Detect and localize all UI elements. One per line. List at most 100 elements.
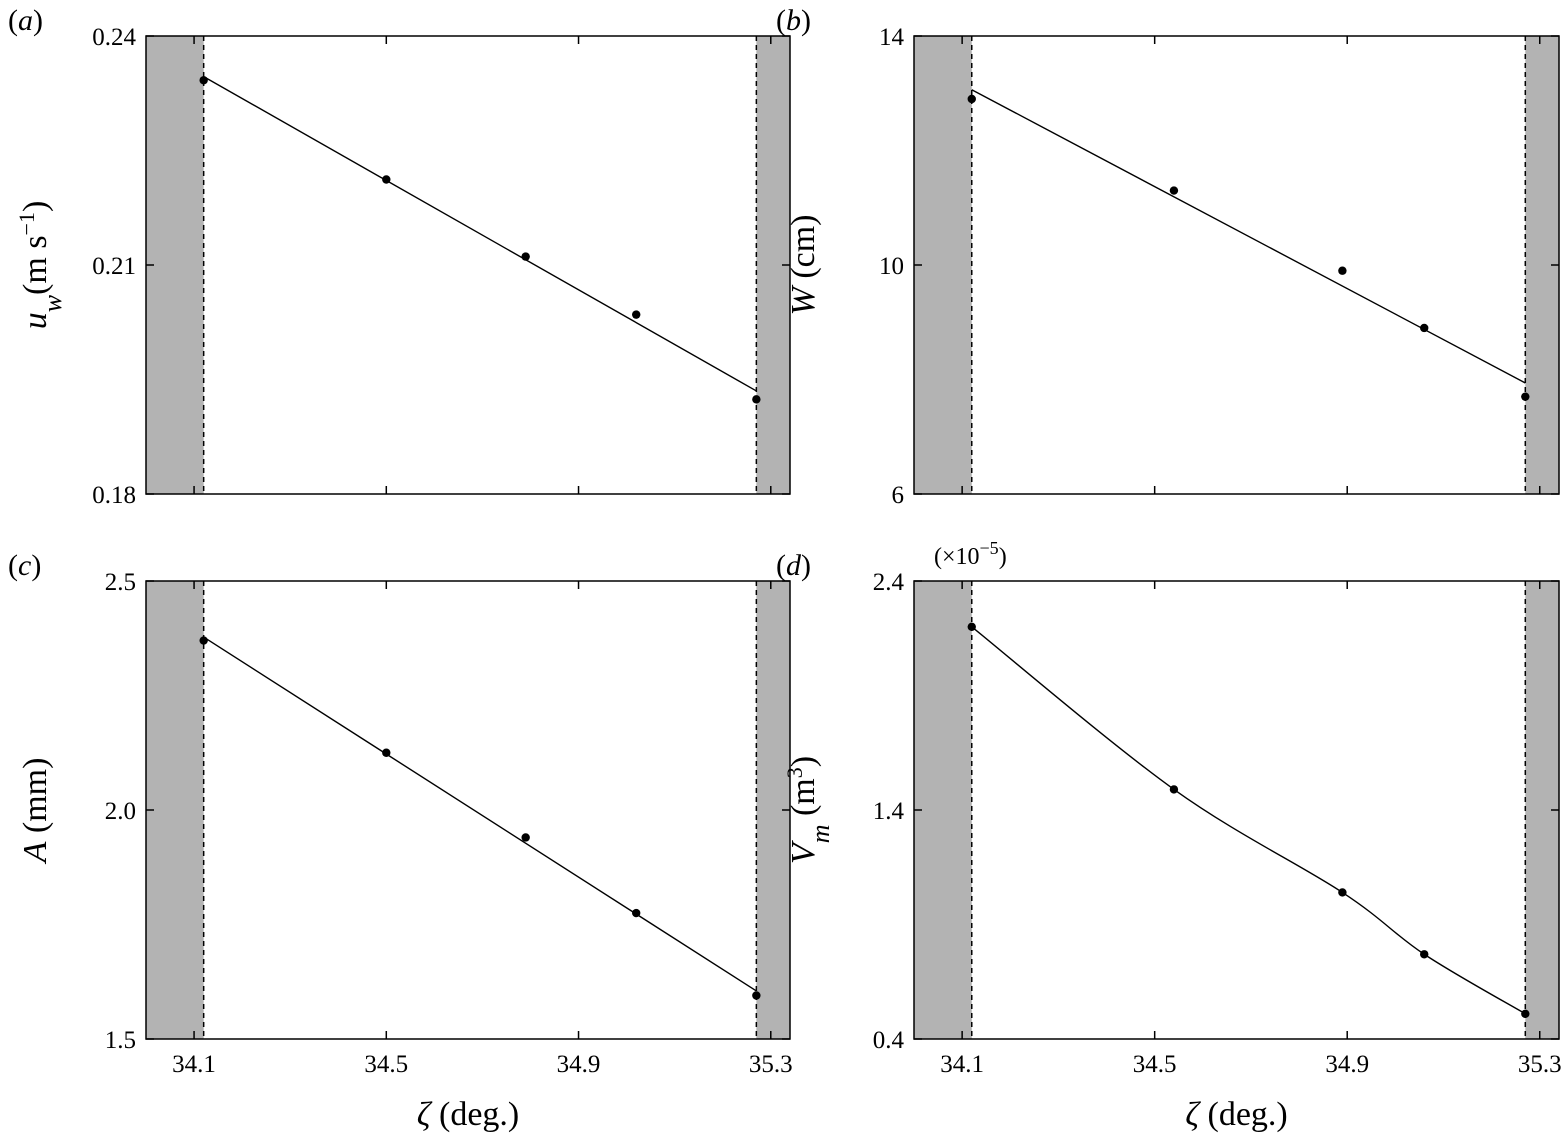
data-point (1338, 888, 1347, 897)
data-point (752, 395, 761, 404)
shaded-region (914, 581, 972, 1039)
y-tick-label: 10 (879, 253, 904, 280)
shaded-region (146, 581, 204, 1039)
multiplier-exponent: −5 (980, 538, 999, 558)
y-axis-subscript: w (38, 294, 67, 312)
y-axis-title: A (mm) (17, 758, 54, 865)
data-point (1338, 266, 1347, 275)
y-axis-symbol: A (17, 841, 54, 864)
y-tick-label: 2.4 (873, 569, 905, 596)
panel-a: 0.180.210.24(a)uw(m s−1) (8, 4, 791, 509)
y-axis-multiplier: (×10−5) (934, 538, 1007, 570)
series-line (203, 75, 757, 392)
y-axis-subscript: m (806, 825, 835, 844)
panel-label: (b) (776, 4, 811, 37)
y-axis-symbol: W (785, 285, 822, 316)
y-axis-title: Vm (m3) (782, 756, 835, 864)
x-axis-symbol: ζ (1185, 1096, 1201, 1133)
x-axis-symbol: ζ (417, 1096, 433, 1133)
panel-label-close: ) (31, 549, 41, 582)
data-point (1521, 392, 1530, 401)
data-point (967, 94, 976, 104)
data-point (752, 991, 761, 1000)
panel-label-open: ( (776, 4, 786, 37)
y-axis-unit-close: ) (17, 201, 54, 212)
y-axis-unit: (m s (17, 235, 54, 295)
multiplier-prefix: (×10 (934, 544, 980, 570)
shaded-region (146, 36, 204, 494)
y-axis-unit-exponent: 3 (782, 767, 807, 778)
data-point (1420, 950, 1429, 959)
y-axis-unit-exponent: −1 (14, 212, 39, 235)
data-point (521, 833, 530, 842)
x-tick-label: 35.3 (749, 1051, 793, 1078)
x-axis-title: ζ (deg.) (1185, 1096, 1288, 1133)
y-tick-label: 6 (892, 482, 905, 509)
x-tick-label: 35.3 (1518, 1051, 1562, 1078)
data-point (1521, 1009, 1530, 1019)
panel-label-close: ) (801, 4, 811, 37)
panel-label-open: ( (8, 4, 18, 37)
y-tick-label: 0.21 (92, 253, 136, 280)
multiplier-close: ) (999, 544, 1007, 570)
y-axis-symbol: u (17, 312, 54, 329)
series-line (971, 626, 1526, 1015)
y-tick-label: 0.18 (92, 482, 136, 509)
y-axis-unit: (cm) (785, 214, 822, 287)
x-axis-unit: (deg.) (1199, 1096, 1288, 1133)
y-tick-label: 1.4 (873, 798, 905, 825)
panel-label-close: ) (33, 4, 43, 37)
axes-frame (913, 580, 1560, 1040)
shaded-region (914, 36, 972, 494)
x-axis-title: ζ (deg.) (417, 1096, 520, 1133)
panel-label-close: ) (801, 549, 811, 582)
panel-label-open: ( (776, 549, 786, 582)
panel-b: 6 10 14 (b) W (cm) (776, 4, 1560, 509)
x-axis-unit: (deg.) (431, 1096, 520, 1133)
axes-frame (145, 35, 791, 495)
data-point (1420, 323, 1429, 333)
y-tick-label: 1.5 (105, 1027, 136, 1054)
panel-label-letter: c (18, 549, 31, 582)
axes-frame (145, 580, 791, 1040)
series-line (203, 636, 757, 992)
data-point (382, 175, 391, 184)
data-point (199, 636, 208, 645)
x-tick-label: 34.5 (1133, 1051, 1177, 1078)
y-tick-label: 2.0 (105, 798, 136, 825)
x-tick-label: 34.1 (940, 1051, 984, 1078)
y-axis-unit: (mm) (17, 758, 54, 842)
y-axis-unit: (m (785, 778, 822, 824)
data-point (521, 252, 530, 261)
y-axis-title: W (cm) (785, 214, 822, 315)
data-point (1169, 785, 1179, 794)
y-tick-label: 14 (879, 24, 905, 51)
x-tick-label: 34.9 (557, 1051, 601, 1078)
y-tick-label: 0.24 (92, 24, 136, 51)
data-point (199, 76, 208, 85)
x-tick-label: 34.5 (364, 1051, 408, 1078)
panel-c: 34.1 34.5 34.9 35.31.52.02.5(c)A (mm)ζ (deg… (8, 549, 793, 1133)
panel-label-letter: b (786, 4, 801, 37)
series-line (971, 89, 1526, 384)
panel-d: 34.1 34.5 34.9 35.30.41.42.4(d)Vm (m3)ζ (de… (776, 538, 1562, 1133)
panel-label: (c) (8, 549, 41, 582)
x-tick-label: 34.1 (172, 1051, 216, 1078)
panel-label-letter: d (786, 549, 802, 582)
data-point (632, 310, 641, 319)
x-tick-label: 34.9 (1325, 1051, 1369, 1078)
y-axis-title: uw(m s−1) (14, 201, 67, 330)
panel-label-open: ( (8, 549, 18, 582)
panel-label: (d) (776, 549, 811, 582)
data-point (382, 748, 391, 757)
data-point (1169, 186, 1179, 195)
panel-label-letter: a (18, 4, 33, 37)
y-axis-unit-close: ) (785, 756, 822, 767)
panel-label: (a) (8, 4, 43, 37)
y-tick-label: 2.5 (105, 569, 136, 596)
y-tick-label: 0.4 (873, 1027, 905, 1054)
axes-frame (913, 35, 1560, 495)
data-point (967, 622, 976, 631)
data-point (632, 908, 641, 918)
